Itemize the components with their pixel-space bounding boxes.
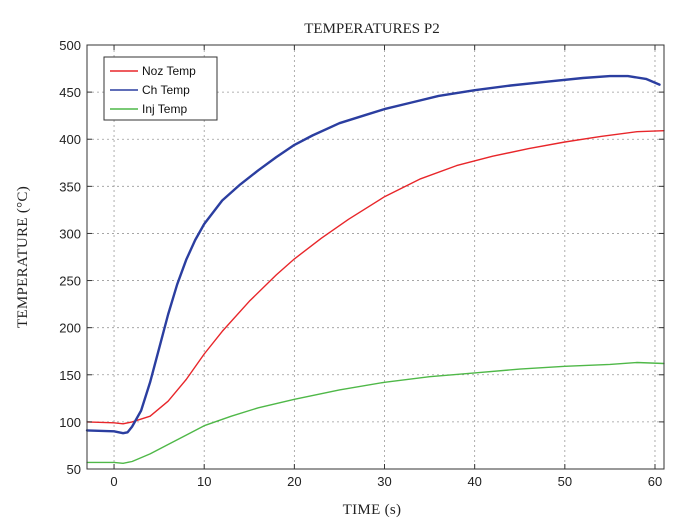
legend-label: Inj Temp xyxy=(142,102,187,116)
grid xyxy=(87,45,664,469)
plot-frame xyxy=(86,44,665,470)
y-tick-label: 350 xyxy=(59,179,81,194)
x-tick-label: 60 xyxy=(648,474,662,489)
x-axis-ticks: 0 10 20 30 40 50 60 xyxy=(110,45,662,489)
y-tick-label: 300 xyxy=(59,226,81,241)
y-tick-label: 100 xyxy=(59,415,81,430)
legend-label: Ch Temp xyxy=(142,83,190,97)
y-tick-label: 400 xyxy=(59,132,81,147)
y-tick-label: 450 xyxy=(59,85,81,100)
series-line-ch-temp xyxy=(85,74,661,435)
x-tick-label: 10 xyxy=(197,474,211,489)
series-line-inj-temp xyxy=(86,361,665,464)
y-tick-label: 150 xyxy=(59,368,81,383)
y-tick-label: 250 xyxy=(59,274,81,289)
y-axis-label: TEMPERATURE (°C) xyxy=(15,186,31,328)
chart-title: TEMPERATURES P2 xyxy=(304,21,439,37)
x-tick-label: 50 xyxy=(558,474,572,489)
y-tick-label: 200 xyxy=(59,321,81,336)
x-tick-label: 30 xyxy=(377,474,391,489)
series-line-noz-temp xyxy=(86,129,665,425)
x-axis-label: TIME (s) xyxy=(343,502,402,518)
plot-lines xyxy=(85,74,665,464)
y-tick-label: 500 xyxy=(59,38,81,53)
x-tick-label: 20 xyxy=(287,474,301,489)
y-tick-label: 50 xyxy=(67,462,81,477)
legend: Noz Temp Ch Temp Inj Temp xyxy=(103,56,218,121)
x-tick-label: 40 xyxy=(467,474,481,489)
x-tick-label: 0 xyxy=(110,474,117,489)
legend-label: Noz Temp xyxy=(142,64,196,78)
y-axis-ticks: 50 100 150 200 250 300 350 400 450 500 xyxy=(59,38,664,477)
